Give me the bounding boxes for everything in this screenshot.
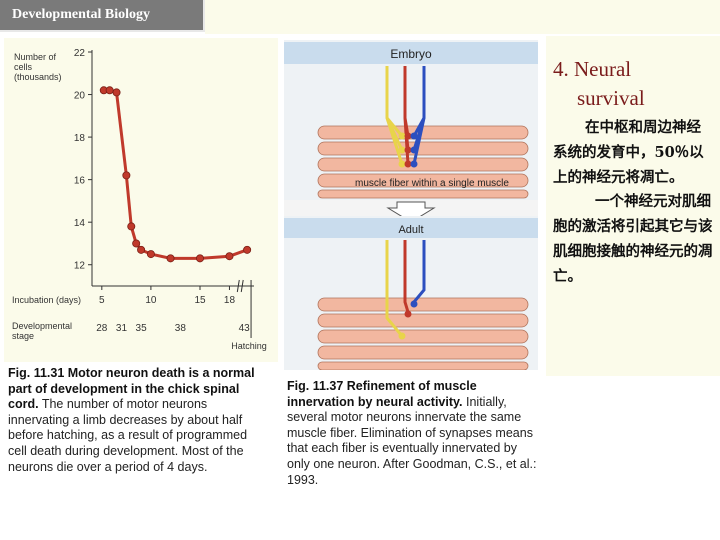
chart-background: [4, 38, 278, 362]
data-point: [105, 86, 114, 95]
stage-tick-label: 43: [239, 323, 251, 334]
slide-title-bar: Developmental Biology: [0, 0, 205, 32]
x-axis-label-stage: Developmental: [12, 321, 72, 331]
section-heading: 4. Neural survival: [553, 55, 645, 113]
axis-break-mark: [236, 279, 240, 293]
x-axis-label-incubation: Incubation (days): [12, 295, 81, 305]
data-point: [195, 254, 204, 263]
stage-tick-label: 38: [175, 323, 187, 334]
y-tick-label: 16: [74, 176, 86, 187]
top-background-strip: [205, 0, 720, 34]
x-tick-label: 18: [224, 295, 236, 306]
data-point: [166, 254, 175, 263]
adult-header: [284, 218, 538, 238]
hatching-label: Hatching: [231, 341, 267, 351]
y-tick-label: 12: [74, 261, 86, 272]
text-panel: [546, 36, 720, 376]
figure-right-caption-title: Fig. 11.37 Refinement of muscle innervat…: [287, 379, 477, 409]
down-arrow-icon: [386, 201, 436, 223]
x-tick-label: 15: [194, 295, 206, 306]
y-axis-label: cells: [14, 62, 33, 72]
axis-break-mark: [240, 279, 244, 293]
y-tick-label: 18: [74, 133, 86, 144]
embryo-muscle-fibers: [317, 125, 529, 199]
y-tick-label: 14: [74, 218, 86, 229]
figure-left-caption: Fig. 11.31 Motor neuron death is a norma…: [8, 366, 262, 475]
data-point: [132, 239, 141, 248]
stage-tick-label: 28: [96, 323, 108, 334]
muscle-fiber-label: muscle fiber within a single muscle: [355, 178, 509, 189]
section-heading-line2: survival: [577, 86, 645, 110]
adult-muscle-fibers: [317, 297, 529, 370]
data-point: [146, 250, 155, 259]
data-point: [112, 88, 121, 97]
embryo-header: [284, 42, 538, 64]
chinese-body-text: 在中枢和周边神经系统的发育中，50％以上的神经元将凋亡。 一个神经元对肌细胞的激…: [553, 116, 713, 290]
figure-right-caption-body: Initially, several motor neurons innerva…: [287, 394, 537, 487]
y-tick-label: 22: [74, 48, 86, 59]
data-point: [122, 171, 131, 180]
embryo-label: Embryo: [390, 47, 432, 61]
data-point: [243, 245, 252, 254]
data-point: [225, 252, 234, 261]
y-axis-label: (thousands): [14, 72, 62, 82]
x-tick-label: 10: [145, 295, 157, 306]
adult-neurons: [385, 240, 426, 337]
x-tick-label: 5: [99, 295, 105, 306]
slide-title: Developmental Biology: [12, 7, 151, 22]
embryo-synapses: [398, 132, 418, 168]
figure-left-caption-body: The number of motor neurons innervating …: [8, 397, 248, 474]
y-axis-label: Number of: [14, 52, 57, 62]
section-heading-line1: 4. Neural: [553, 57, 632, 81]
figure-left-caption-title: Fig. 11.31 Motor neuron death is a norma…: [8, 366, 255, 412]
innervation-diagram: Embryo muscle fiber within a single musc…: [284, 40, 538, 370]
stage-tick-label: 31: [116, 323, 128, 334]
adult-label: Adult: [398, 224, 423, 236]
adult-synapses: [398, 300, 418, 340]
chinese-paragraph-1: 在中枢和周边神经系统的发育中，50％以上的神经元将凋亡。: [553, 119, 704, 186]
data-point: [137, 245, 146, 254]
y-tick-label: 20: [74, 91, 86, 102]
embryo-neurons: [385, 66, 426, 165]
data-point: [127, 222, 136, 231]
x-axis-label-stage: stage: [12, 331, 34, 341]
chinese-paragraph-2: 一个神经元对肌细胞的激活将引起其它与该肌细胞接触的神经元的凋亡。: [553, 193, 713, 285]
stage-tick-label: 35: [136, 323, 148, 334]
figure-right-caption: Fig. 11.37 Refinement of muscle innervat…: [287, 379, 537, 488]
